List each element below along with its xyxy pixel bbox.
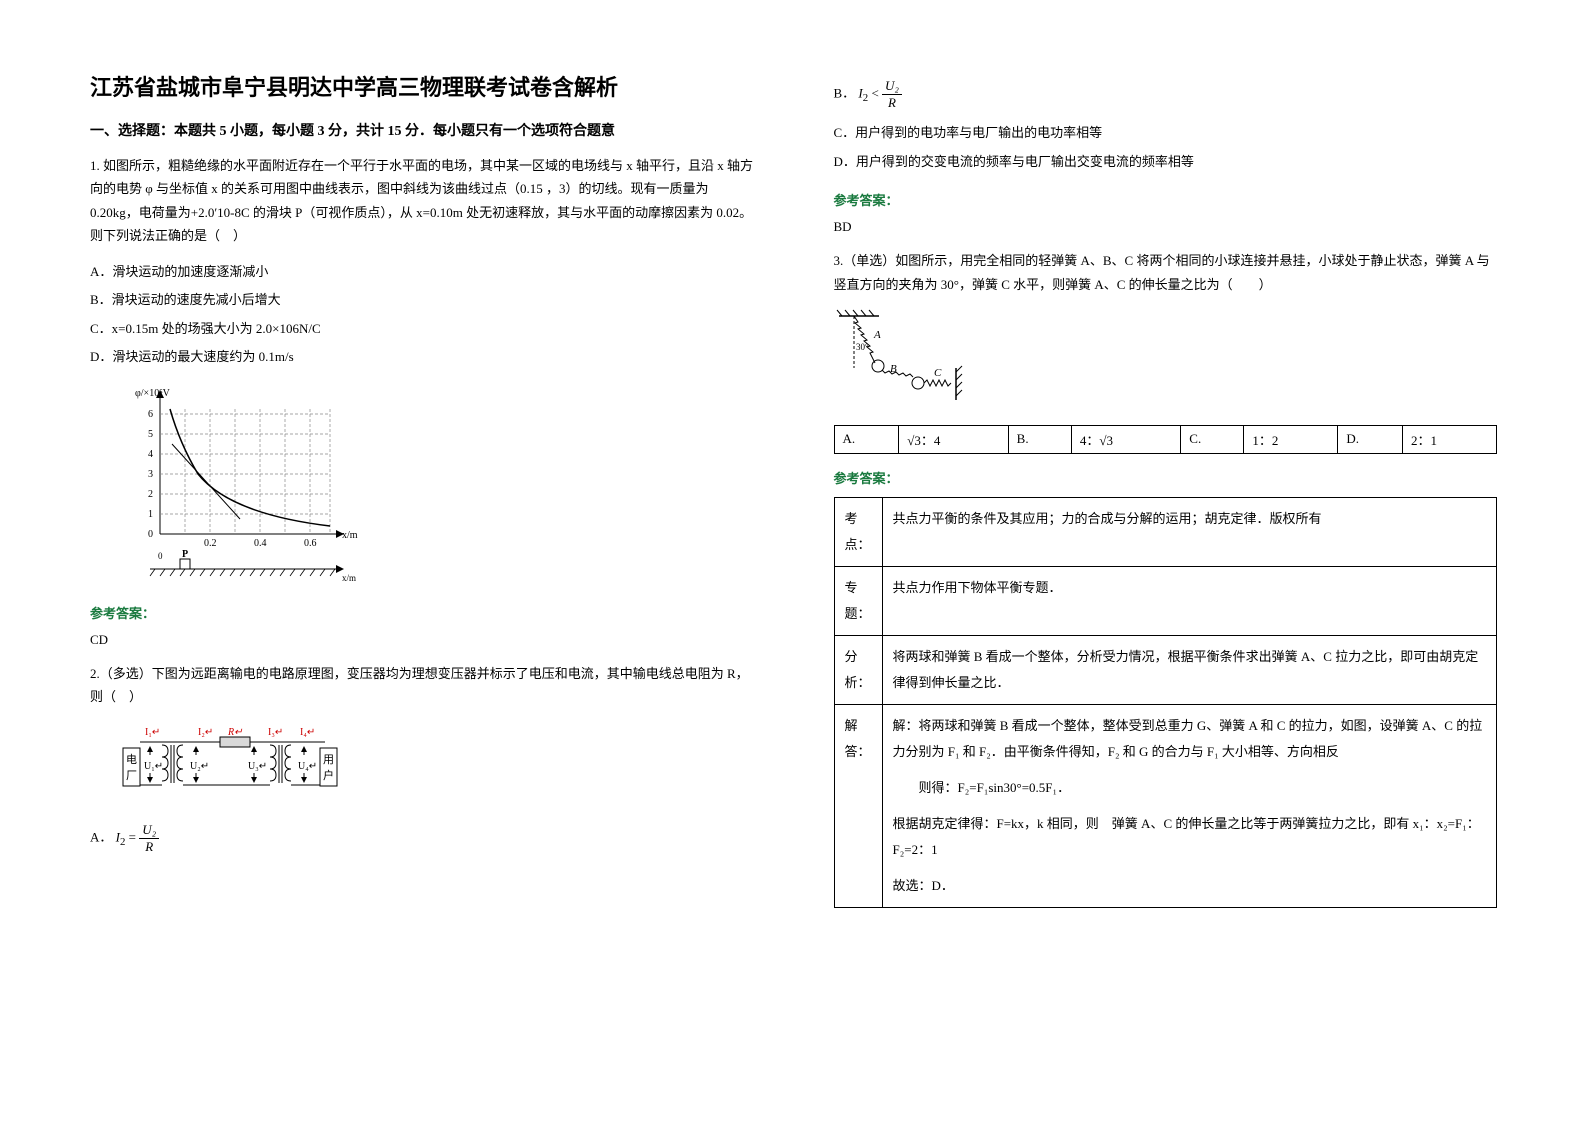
svg-text:0: 0 (148, 529, 153, 540)
q1-graph: 0 1 2 3 4 5 6 0.2 0.4 0.6 (130, 384, 754, 589)
svg-text:U₁↵: U₁↵ (144, 761, 163, 772)
q2-option-d: D．用户得到的交变电流的频率与电厂输出交变电流的频率相等 (834, 148, 1498, 177)
q2-optB-den: R (882, 95, 902, 111)
sol-row2-label: 专题： (834, 566, 882, 635)
q3-opt-c-val: 1：2 (1244, 425, 1338, 453)
q1-option-c: C．x=0.15m 处的场强大小为 2.0×106N/C (90, 315, 754, 344)
sol-row4-t1: 解：将两球和弹簧 B 看成一个整体，整体受到总重力 G、弹簧 A 和 C 的拉力… (893, 713, 1487, 765)
sol-row4-t2: 则得：F₂=F₁sin30°=0.5F₁． (893, 775, 1487, 801)
left-column: 江苏省盐城市阜宁县明达中学高三物理联考试卷含解析 一、选择题：本题共 5 小题，… (50, 70, 794, 1052)
svg-text:I₁↵: I₁↵ (145, 727, 160, 738)
svg-text:A: A (873, 329, 881, 341)
q3-opt-a-label: A. (834, 425, 899, 453)
q2-optB-prefix: B． (834, 85, 856, 100)
q1-option-a: A．滑块运动的加速度逐渐减小 (90, 258, 754, 287)
svg-text:x/m: x/m (342, 530, 358, 541)
q2-optA-den: R (139, 839, 159, 855)
q3-answer-label: 参考答案： (834, 468, 1498, 487)
svg-text:户: 户 (323, 768, 334, 782)
sol-row2-text: 共点力作用下物体平衡专题． (882, 566, 1497, 635)
svg-text:I₃↵: I₃↵ (268, 727, 283, 738)
right-column: B． I2 < U₂ R C．用户得到的电功率与电厂输出的电功率相等 D．用户得… (794, 70, 1538, 1052)
q1-text: 1. 如图所示，粗糙绝缘的水平面附近存在一个平行于水平面的电场，其中某一区域的电… (90, 154, 754, 248)
q3-diagram: A 30° B C (834, 308, 1498, 413)
svg-text:用: 用 (323, 754, 334, 766)
q3-options-table: A. √3：4 B. 4：√3 C. 1：2 D. 2：1 (834, 425, 1498, 454)
q2-optA-num: U₂ (139, 822, 159, 839)
sol-row4-content: 解：将两球和弹簧 B 看成一个整体，整体受到总重力 G、弹簧 A 和 C 的拉力… (882, 704, 1497, 907)
q2-text: 2.（多选）下图为远距离输电的电路原理图，变压器均为理想变压器并标示了电压和电流… (90, 662, 754, 709)
sol-row4-t4: 故选：D． (893, 873, 1487, 899)
q1-option-b: B．滑块运动的速度先减小后增大 (90, 286, 754, 315)
q3-opt-b-label: B. (1008, 425, 1071, 453)
svg-text:5: 5 (148, 429, 153, 440)
svg-text:U₄↵: U₄↵ (298, 761, 317, 772)
sol-row1-label: 考点： (834, 497, 882, 566)
q3-opt-d-label: D. (1338, 425, 1403, 453)
section-1-header: 一、选择题：本题共 5 小题，每小题 3 分，共计 15 分．每小题只有一个选项… (90, 120, 754, 140)
svg-text:0.2: 0.2 (204, 538, 217, 549)
sol-row4-t3: 根据胡克定律得：F=kx，k 相同，则 弹簧 A、C 的伸长量之比等于两弹簧拉力… (893, 811, 1487, 863)
sol-row3-label: 分析： (834, 635, 882, 704)
svg-text:C: C (934, 367, 942, 379)
svg-text:P: P (182, 549, 188, 560)
q3-opt-b-val: 4：√3 (1071, 425, 1180, 453)
svg-text:电: 电 (126, 753, 137, 766)
q3-opt-c-label: C. (1181, 425, 1244, 453)
q3-text: 3.（单选）如图所示，用完全相同的轻弹簧 A、B、C 将两个相同的小球连接并悬挂… (834, 249, 1498, 296)
q1-option-d: D．滑块运动的最大速度约为 0.1m/s (90, 343, 754, 372)
q2-circuit: I₁↵ I₂↵ I₃↵ I₄↵ R↵ 电 厂 用 (120, 723, 754, 808)
q2-optB-num: U₂ (882, 78, 902, 95)
q3-opt-d-val: 2：1 (1403, 425, 1497, 453)
sol-row3-text: 将两球和弹簧 B 看成一个整体，分析受力情况，根据平衡条件求出弹簧 A、C 拉力… (882, 635, 1497, 704)
svg-text:x/m: x/m (342, 573, 356, 583)
svg-text:I₄↵: I₄↵ (300, 727, 315, 738)
q2-option-c: C．用户得到的电功率与电厂输出的电功率相等 (834, 119, 1498, 148)
svg-text:2: 2 (148, 489, 153, 500)
svg-text:B: B (890, 363, 897, 375)
svg-text:0.4: 0.4 (254, 538, 267, 549)
q2-optA-prefix: A． (90, 829, 112, 844)
q1-answer-label: 参考答案： (90, 603, 754, 622)
svg-text:厂: 厂 (126, 770, 137, 782)
q3-solution-table: 考点： 共点力平衡的条件及其应用；力的合成与分解的运用；胡克定律．版权所有 专题… (834, 497, 1498, 908)
svg-text:I₂↵: I₂↵ (198, 727, 213, 738)
q2-answer: BD (834, 219, 1498, 235)
svg-text:0.6: 0.6 (304, 538, 317, 549)
svg-text:0: 0 (158, 551, 163, 561)
svg-text:3: 3 (148, 469, 153, 480)
q1-answer: CD (90, 632, 754, 648)
svg-text:φ/×10⁵V: φ/×10⁵V (135, 388, 171, 399)
svg-text:U₂↵: U₂↵ (190, 761, 209, 772)
exam-title: 江苏省盐城市阜宁县明达中学高三物理联考试卷含解析 (90, 70, 754, 102)
svg-text:30°: 30° (856, 342, 869, 352)
svg-text:4: 4 (148, 449, 153, 460)
sol-row1-text: 共点力平衡的条件及其应用；力的合成与分解的运用；胡克定律．版权所有 (882, 497, 1497, 566)
q2-option-b: B． I2 < U₂ R (834, 78, 1498, 111)
q3-opt-a-val: √3：4 (899, 425, 1008, 453)
q2-option-a: A． I2 = U₂ R (90, 822, 754, 855)
svg-text:6: 6 (148, 409, 153, 420)
svg-text:R↵: R↵ (227, 727, 243, 738)
svg-text:U₃↵: U₃↵ (248, 761, 267, 772)
svg-text:1: 1 (148, 509, 153, 520)
sol-row4-label: 解答： (834, 704, 882, 907)
q2-answer-label: 参考答案： (834, 190, 1498, 209)
